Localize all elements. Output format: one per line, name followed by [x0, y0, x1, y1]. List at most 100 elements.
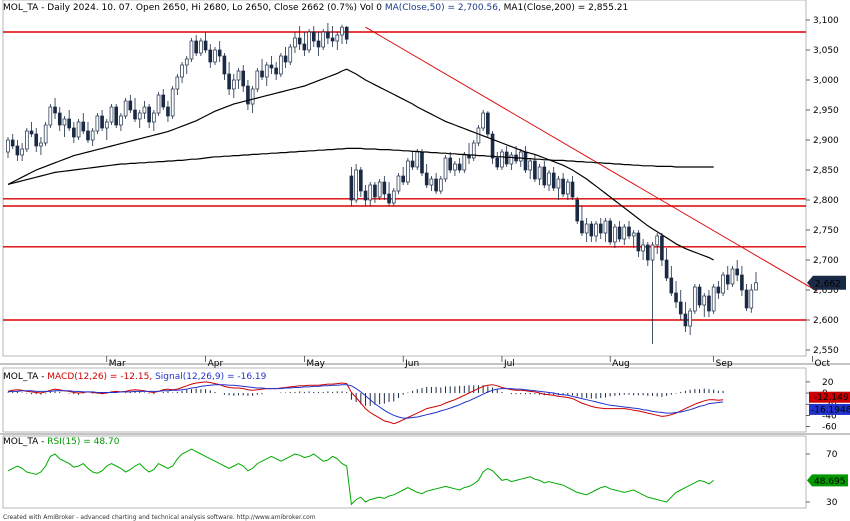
- candle-down: [490, 133, 495, 159]
- candle-up: [288, 46, 293, 63]
- candle-up: [377, 181, 382, 198]
- candle-up: [594, 223, 598, 237]
- candle-up: [528, 160, 532, 171]
- last-price-tag-label: 2,662: [815, 279, 841, 289]
- candle-up: [76, 121, 81, 138]
- candle-up: [184, 58, 189, 66]
- candle-up: [279, 55, 283, 75]
- candle-up: [307, 31, 311, 51]
- candle-down: [114, 106, 119, 126]
- panel-frame: [2, 367, 807, 433]
- price-tick-label: 2,800: [813, 196, 839, 206]
- candle-up: [213, 49, 217, 63]
- candle-down: [86, 130, 90, 141]
- candle-up: [137, 112, 142, 120]
- candle-up: [584, 223, 589, 234]
- candle-up: [170, 88, 175, 117]
- candle-down: [72, 127, 76, 138]
- price-axis-ticks: 3,100 3,050 3,000 2,950 2,900 2,850 2,800 2,750…: [806, 16, 839, 356]
- date-tick-label: Apr: [208, 359, 224, 369]
- candle-down: [246, 85, 250, 105]
- candle-up: [48, 106, 53, 126]
- candle-up: [406, 160, 410, 183]
- date-tick-label: Mar: [109, 359, 126, 369]
- price-tick-label: 3,100: [813, 16, 839, 26]
- candle-down: [222, 55, 227, 75]
- panel-frame: [2, 0, 807, 357]
- candle-up: [62, 118, 67, 126]
- candle-up: [293, 37, 297, 48]
- date-tick-label: Aug: [612, 359, 630, 369]
- candle-up: [613, 226, 617, 243]
- candle-down: [359, 169, 363, 192]
- candle-up: [518, 151, 523, 162]
- candle-down: [297, 37, 302, 45]
- candle-up: [462, 154, 467, 171]
- candle-up: [509, 154, 514, 165]
- candle-down: [636, 232, 641, 252]
- price-tick-label: 3,000: [813, 76, 839, 86]
- candle-down: [580, 220, 584, 234]
- candle-down: [570, 181, 575, 198]
- last-price-tag-shape: [807, 275, 846, 290]
- candle-down: [457, 163, 462, 171]
- moving-average-lines: [7, 68, 714, 261]
- candle-down: [269, 64, 274, 69]
- signal-value-tag-label: -16.1948: [811, 405, 850, 415]
- candle-up: [537, 166, 542, 180]
- candle-down: [725, 274, 730, 285]
- candle-down: [10, 139, 15, 147]
- candle-up: [547, 172, 551, 186]
- candle-up: [6, 139, 10, 153]
- candle-down: [598, 223, 603, 234]
- candle-down: [382, 181, 387, 195]
- macd-tick-label: 20: [822, 378, 834, 388]
- candle-up: [721, 274, 725, 294]
- trendline: [365, 26, 818, 292]
- price-tick-label: 2,850: [813, 166, 839, 176]
- candle-up: [443, 157, 448, 180]
- macd-tick-label: -60: [822, 422, 837, 432]
- price-tick-label: 3,050: [813, 46, 839, 56]
- candle-down: [363, 190, 368, 201]
- candle-down: [664, 259, 669, 279]
- candle-down: [330, 37, 335, 42]
- candle-down: [434, 178, 438, 192]
- candle-up: [631, 232, 636, 237]
- horizontal-support-resistance-lines: [3, 31, 806, 321]
- date-tick-label: Jun: [404, 359, 419, 369]
- candle-up: [232, 79, 236, 90]
- candle-down: [674, 292, 678, 303]
- candle-up: [340, 26, 344, 36]
- candle-up: [754, 282, 758, 291]
- candle-up: [702, 295, 707, 306]
- candle-down: [166, 106, 170, 117]
- candle-down: [486, 112, 490, 135]
- candle-up: [236, 70, 241, 81]
- candle-down: [311, 31, 316, 42]
- price-tick-label: 2,950: [813, 106, 839, 116]
- candle-up: [500, 151, 504, 168]
- candle-down: [15, 145, 20, 156]
- candle-up: [39, 142, 43, 147]
- candle-down: [410, 160, 415, 168]
- candle-down: [133, 109, 137, 120]
- candle-down: [740, 274, 744, 291]
- candle-down: [34, 133, 39, 147]
- candle-down: [53, 106, 57, 114]
- candle-down: [344, 26, 349, 40]
- candle-down: [575, 199, 580, 222]
- candle-down: [523, 151, 528, 171]
- candle-up: [175, 76, 180, 90]
- candle-up: [104, 121, 109, 129]
- candle-down: [716, 286, 721, 294]
- rsi-value-tag-label: 48.695: [814, 477, 846, 487]
- price-panel-header: MOL_TA - Daily 2024. 10. 07. Open 2650, …: [3, 3, 628, 13]
- candle-up: [119, 115, 123, 126]
- price-tick-label: 2,700: [813, 256, 839, 266]
- candle-up: [429, 178, 434, 186]
- candle-down: [401, 175, 405, 183]
- candle-down: [589, 223, 594, 237]
- candle-up: [391, 190, 396, 204]
- date-tick-label: Sep: [716, 359, 733, 369]
